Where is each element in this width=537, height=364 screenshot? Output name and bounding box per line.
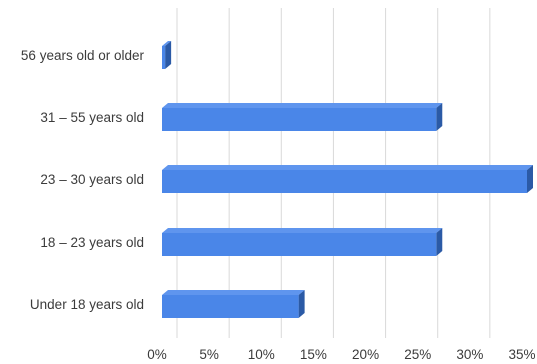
x-tick-label: 15%: [300, 347, 327, 362]
category-label: Under 18 years old: [30, 297, 144, 312]
bar-front-face: [162, 233, 436, 256]
bar-front-face: [162, 295, 299, 318]
x-tick-label: 5%: [199, 347, 219, 362]
bar-top-face: [162, 290, 305, 295]
bar-top-face: [162, 165, 533, 170]
bar: [162, 103, 442, 131]
category-label: 31 – 55 years old: [40, 110, 144, 125]
category-label: 56 years old or older: [21, 48, 145, 63]
x-tick-label: 35%: [508, 347, 535, 362]
bar-top-face: [162, 228, 442, 233]
bar: [162, 228, 442, 256]
bar: [162, 165, 533, 193]
bars: [162, 41, 533, 318]
x-tick-label: 10%: [248, 347, 275, 362]
category-label: 23 – 30 years old: [40, 172, 144, 187]
x-tick-label: 0%: [147, 347, 167, 362]
x-axis-tick-labels: 0% 5% 10% 15% 20% 25% 30% 35%: [147, 347, 535, 362]
bar-front-face: [162, 170, 527, 193]
bar-front-face: [162, 46, 165, 69]
bar-front-face: [162, 108, 436, 131]
x-tick-label: 25%: [404, 347, 431, 362]
x-tick-label: 20%: [352, 347, 379, 362]
category-label: 18 – 23 years old: [40, 235, 144, 250]
bar: [162, 290, 305, 318]
bar-top-face: [162, 103, 442, 108]
x-tick-label: 30%: [456, 347, 483, 362]
category-labels: 56 years old or older 31 – 55 years old 23…: [21, 48, 145, 312]
bar: [162, 41, 171, 69]
